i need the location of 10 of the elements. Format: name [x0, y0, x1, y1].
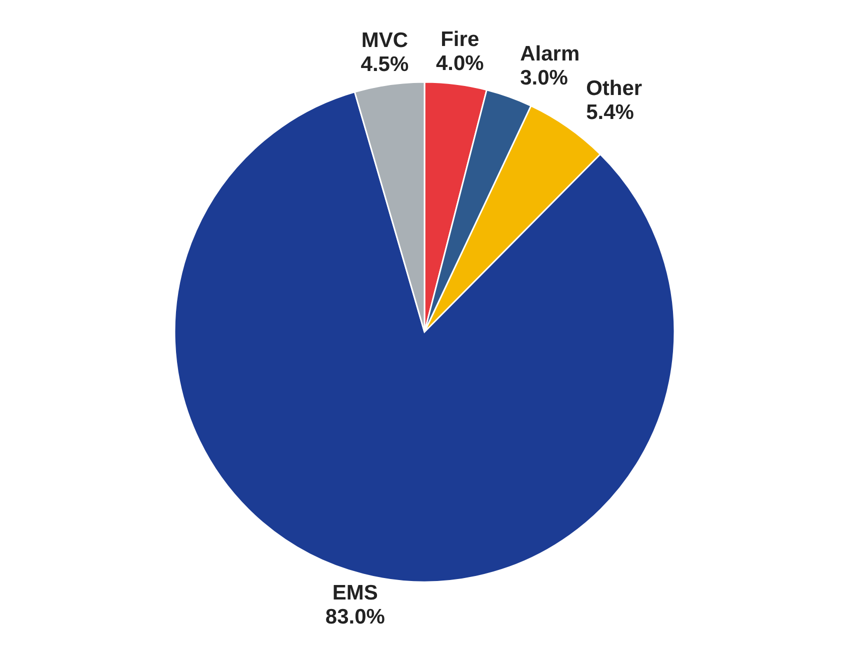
- data-label: 4.5%: [360, 52, 409, 76]
- slice-label: MVC: [361, 28, 408, 52]
- slice-label: Alarm: [520, 42, 580, 66]
- slice-label: Fire: [440, 28, 480, 52]
- slice-label: Other: [586, 76, 642, 100]
- data-label: 83.0%: [325, 605, 386, 628]
- data-label: 4.0%: [436, 52, 484, 76]
- data-label: 3.0%: [520, 66, 568, 90]
- slice-label: EMS: [332, 581, 378, 604]
- data-label: 5.4%: [586, 100, 634, 124]
